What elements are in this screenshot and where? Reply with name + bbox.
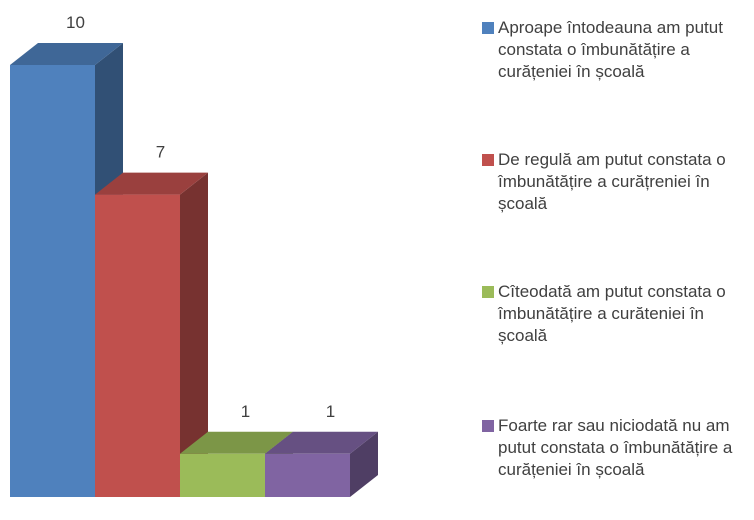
data-label: 7 xyxy=(156,143,165,162)
legend-item: Foarte rar sau niciodată nu am putut con… xyxy=(482,415,750,481)
bar-top xyxy=(265,431,378,454)
bar-side xyxy=(180,172,208,497)
legend-swatch xyxy=(482,420,494,432)
bar-top xyxy=(95,172,208,195)
bar-top xyxy=(10,43,123,65)
legend-label: Aproape întodeauna am putut constata o î… xyxy=(498,18,723,81)
legend-swatch xyxy=(482,154,494,166)
legend-swatch xyxy=(482,22,494,34)
legend-label: Foarte rar sau niciodată nu am putut con… xyxy=(498,416,733,479)
data-label: 1 xyxy=(326,402,335,421)
legend-label: Cîteodată am putut constata o îmbunătăți… xyxy=(498,282,726,345)
legend-item: Cîteodată am putut constata o îmbunătăți… xyxy=(482,281,750,347)
bar xyxy=(265,453,350,497)
data-label: 10 xyxy=(66,13,85,32)
bar xyxy=(95,194,180,497)
legend-swatch xyxy=(482,286,494,298)
bar xyxy=(180,453,265,497)
legend-item: De regulă am putut constata o îmbunătăți… xyxy=(482,149,750,215)
bar-side xyxy=(350,431,378,497)
legend-item: Aproape întodeauna am putut constata o î… xyxy=(482,17,750,83)
bar-top xyxy=(180,431,293,454)
legend-label: De regulă am putut constata o îmbunătăți… xyxy=(498,150,726,213)
bar xyxy=(10,65,95,497)
data-label: 1 xyxy=(241,402,250,421)
